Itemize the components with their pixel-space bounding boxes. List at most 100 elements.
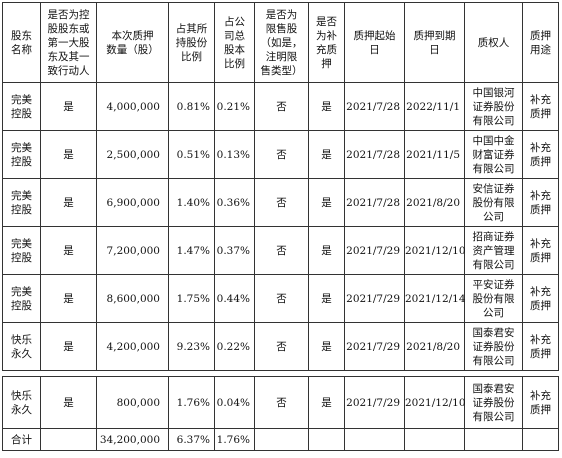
cell-supplementary: 是 xyxy=(308,322,345,371)
cell-name: 完美 控股 xyxy=(2,178,41,227)
cell-pledgee: 安信证券 股份有限 公司 xyxy=(464,178,523,227)
cell-pct-held: 1.75% xyxy=(168,274,215,323)
cell-quantity: 6,900,000 xyxy=(96,178,169,227)
cell-pct-held: 1.40% xyxy=(168,178,215,227)
total-row: 合计 34,200,000 6.37% 1.76% xyxy=(2,428,559,451)
cell-quantity: 800,000 xyxy=(96,376,169,429)
cell-purpose: 补充 质押 xyxy=(522,130,559,179)
table-row: 完美 控股 是 6,900,000 1.40% 0.36% 否 是 2021/7… xyxy=(2,178,559,227)
cell-supplementary: 是 xyxy=(308,130,345,179)
cell-pct-held: 0.51% xyxy=(168,130,215,179)
header-pct-of-holdings: 占其所 持股份 比例 xyxy=(168,2,215,83)
header-pledge-end-date: 质押到期 日 xyxy=(404,2,465,83)
empty-cell xyxy=(464,428,523,451)
empty-cell xyxy=(404,428,465,451)
cell-supplementary: 是 xyxy=(308,178,345,227)
cell-purpose: 补充 质押 xyxy=(522,178,559,227)
cell-supplementary: 是 xyxy=(308,226,345,275)
pledge-table: 股东 名称 是否为控 股股东或 第一大股 东及其一 致行动人 本次质押 数量（股… xyxy=(2,2,559,371)
total-quantity: 34,200,000 xyxy=(96,428,169,451)
cell-start-date: 2021/7/29 xyxy=(344,226,405,275)
header-pct-of-total-shares: 占公 司总 股本 比例 xyxy=(214,2,255,83)
empty-cell xyxy=(40,428,97,451)
table-row: 快乐 永久 是 800,000 1.76% 0.04% 否 是 2021/7/2… xyxy=(2,376,559,429)
cell-name: 完美 控股 xyxy=(2,226,41,275)
cell-purpose: 补充 质押 xyxy=(522,226,559,275)
cell-pledgee: 中国银河 证券股份 有限公司 xyxy=(464,82,523,131)
cell-restricted: 否 xyxy=(254,274,309,323)
cell-controlling: 是 xyxy=(40,376,97,429)
cell-quantity: 8,600,000 xyxy=(96,274,169,323)
cell-pct-total: 0.21% xyxy=(214,82,255,131)
cell-purpose: 补充 质押 xyxy=(522,322,559,371)
cell-restricted: 否 xyxy=(254,226,309,275)
header-controlling-shareholder: 是否为控 股股东或 第一大股 东及其一 致行动人 xyxy=(40,2,97,83)
empty-cell xyxy=(344,428,405,451)
cell-restricted: 否 xyxy=(254,130,309,179)
cell-end-date: 2022/11/1 xyxy=(404,82,465,131)
cell-end-date: 2021/12/14 xyxy=(404,274,466,323)
cell-controlling: 是 xyxy=(40,226,97,275)
cell-pct-total: 0.22% xyxy=(214,322,255,371)
cell-restricted: 否 xyxy=(254,178,309,227)
cell-pledgee: 中国中金 财富证券 有限公司 xyxy=(464,130,523,179)
cell-purpose: 补充 质押 xyxy=(522,82,559,131)
cell-pledgee: 招商证券 资产管理 有限公司 xyxy=(464,226,523,275)
cell-end-date: 2021/12/10 xyxy=(404,376,466,429)
cell-restricted: 否 xyxy=(254,322,309,371)
header-restricted-shares: 是否为 限售股 （如是， 注明限 售类型） xyxy=(254,2,309,83)
cell-start-date: 2021/7/29 xyxy=(344,376,405,429)
cell-start-date: 2021/7/28 xyxy=(344,82,405,131)
cell-start-date: 2021/7/29 xyxy=(344,322,405,371)
cell-start-date: 2021/7/28 xyxy=(344,178,405,227)
cell-end-date: 2021/11/5 xyxy=(404,130,465,179)
cell-end-date: 2021/8/20 xyxy=(404,322,465,371)
cell-pct-held: 1.47% xyxy=(168,226,215,275)
cell-restricted: 否 xyxy=(254,376,309,429)
cell-start-date: 2021/7/28 xyxy=(344,130,405,179)
total-pct-total: 1.76% xyxy=(214,428,255,451)
cell-name: 完美 控股 xyxy=(2,130,41,179)
table-row: 完美 控股 是 8,600,000 1.75% 0.44% 否 是 2021/7… xyxy=(2,274,559,323)
header-pledge-quantity: 本次质押 数量（股） xyxy=(96,2,169,83)
cell-pct-held: 9.23% xyxy=(168,322,215,371)
cell-quantity: 2,500,000 xyxy=(96,130,169,179)
cell-quantity: 4,200,000 xyxy=(96,322,169,371)
cell-pct-total: 0.44% xyxy=(214,274,255,323)
cell-pct-total: 0.37% xyxy=(214,226,255,275)
total-label: 合计 xyxy=(2,428,41,451)
cell-pct-total: 0.36% xyxy=(214,178,255,227)
cell-purpose: 补充 质押 xyxy=(522,376,559,429)
cell-quantity: 4,000,000 xyxy=(96,82,169,131)
cell-end-date: 2021/8/20 xyxy=(404,178,465,227)
header-shareholder-name: 股东 名称 xyxy=(2,2,41,83)
header-supplementary-pledge: 是否 为补 充质 押 xyxy=(308,2,345,83)
empty-cell xyxy=(254,428,309,451)
cell-supplementary: 是 xyxy=(308,274,345,323)
cell-name: 快乐 永久 xyxy=(2,376,41,429)
cell-controlling: 是 xyxy=(40,178,97,227)
cell-pledgee: 平安证券 股份有限 公司 xyxy=(464,274,523,323)
cell-restricted: 否 xyxy=(254,82,309,131)
cell-pct-total: 0.13% xyxy=(214,130,255,179)
cell-end-date: 2021/12/10 xyxy=(404,226,466,275)
cell-controlling: 是 xyxy=(40,322,97,371)
cell-quantity: 7,200,000 xyxy=(96,226,169,275)
cell-pledgee: 国泰君安 证券股份 有限公司 xyxy=(464,376,523,429)
cell-pledgee: 国泰君安 证券股份 有限公司 xyxy=(464,322,523,371)
table-row: 快乐 永久 是 4,200,000 9.23% 0.22% 否 是 2021/7… xyxy=(2,322,559,371)
total-pct-held: 6.37% xyxy=(168,428,215,451)
header-pledgee: 质权人 xyxy=(464,2,523,83)
cell-pct-held: 0.81% xyxy=(168,82,215,131)
header-row: 股东 名称 是否为控 股股东或 第一大股 东及其一 致行动人 本次质押 数量（股… xyxy=(2,2,559,83)
cell-start-date: 2021/7/29 xyxy=(344,274,405,323)
cell-pct-total: 0.04% xyxy=(214,376,255,429)
cell-supplementary: 是 xyxy=(308,376,345,429)
cell-name: 完美 控股 xyxy=(2,82,41,131)
pledge-table-continued: 快乐 永久 是 800,000 1.76% 0.04% 否 是 2021/7/2… xyxy=(2,376,559,451)
cell-purpose: 补充 质押 xyxy=(522,274,559,323)
empty-cell xyxy=(308,428,345,451)
header-pledge-purpose: 质押 用途 xyxy=(522,2,559,83)
cell-controlling: 是 xyxy=(40,274,97,323)
cell-name: 快乐 永久 xyxy=(2,322,41,371)
